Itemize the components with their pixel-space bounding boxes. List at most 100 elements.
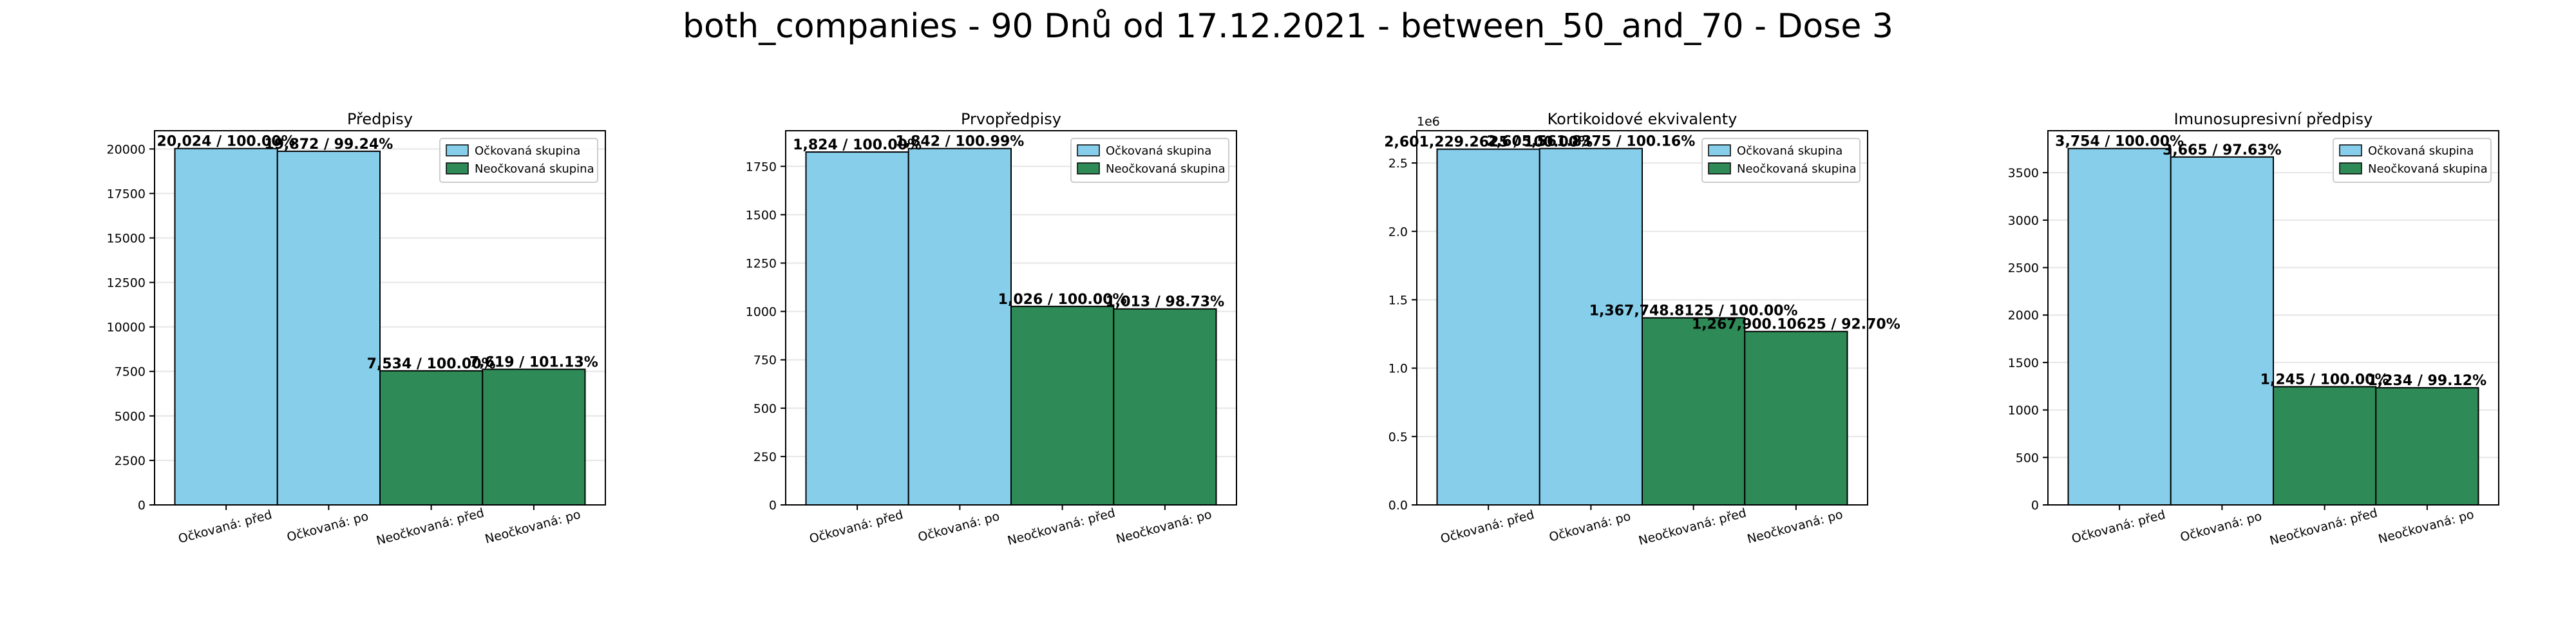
x-tick-label: Neočkovaná: po [1115,507,1213,547]
y-tick-label: 1500 [2008,356,2039,370]
bar-label: 3,665 / 97.63% [2163,142,2282,158]
legend: Očkovaná skupina Neočkovaná skupina [2333,138,2492,183]
y-tick-label: 2.0 [1388,225,1408,239]
y-tick-label: 1.5 [1388,293,1408,307]
bar-label: 1,824 / 100.00% [793,137,922,153]
legend-swatch-unvaccinated [1708,162,1731,175]
x-tick-label: Neočkovaná: před [2268,506,2379,548]
legend-label-vaccinated: Očkovaná skupina [475,144,580,158]
bar-label: 3,754 / 100.00% [2055,134,2184,150]
legend-box [2333,138,2492,183]
legend: Očkovaná skupina Neočkovaná skupina [1070,138,1229,183]
legend-box [1070,138,1229,183]
subplot-3: 2,601,229.2625 / 100.00%2,605,561.8375 /… [1384,110,1900,548]
bar [1010,305,1115,506]
y-tick-label: 12500 [107,276,146,290]
bar [2273,386,2377,506]
legend-swatch-vaccinated [1077,144,1100,156]
legend: Očkovaná skupina Neočkovaná skupina [1701,138,1861,183]
subplot-title: Prvopředpisy [961,110,1061,128]
y-tick-label: 0 [769,498,777,513]
legend-swatch-vaccinated [2339,144,2362,156]
legend-box [1701,138,1861,183]
bar-label: 7,534 / 100.00% [367,356,496,372]
x-tick-label: Neočkovaná: po [2377,507,2476,547]
y-tick-label: 3000 [2008,214,2039,228]
y-tick-label: 1.0 [1388,362,1408,376]
bar-label: 1,367,748.8125 / 100.00% [1589,303,1798,319]
bar-label: 1,234 / 99.12% [2368,373,2487,389]
y-tick-label: 1000 [2008,404,2039,418]
axes-frame [154,130,606,506]
x-tick-label: Neočkovaná: po [484,507,582,547]
legend-swatch-unvaccinated [1077,162,1100,175]
axes-frame [785,130,1237,506]
axes-frame [2047,130,2499,506]
y-tick-label: 2000 [2008,308,2039,323]
bar-label: 1,842 / 100.99% [895,134,1024,150]
y-tick-label: 0.5 [1388,430,1408,444]
x-tick-label: Očkovaná: před [808,507,904,546]
y-tick-label: 3500 [2008,166,2039,180]
y-tick-label: 10000 [107,321,146,335]
y-tick-label: 15000 [107,231,146,245]
bar [174,147,278,506]
legend: Očkovaná skupina Neočkovaná skupina [439,138,598,183]
legend-label-unvaccinated: Neočkovaná skupina [2368,162,2488,176]
x-tick-label: Neočkovaná: před [1637,506,1748,548]
y-tick-label: 2500 [2008,261,2039,276]
bar [276,150,381,506]
y-tick-label: 1500 [746,208,777,222]
x-tick-label: Očkovaná: před [2070,507,2166,546]
y-tick-label: 500 [753,402,777,416]
bar [2375,387,2479,506]
y-tick-label: 7500 [115,365,146,379]
bar-label: 1,013 / 98.73% [1106,294,1225,310]
x-tick-label: Neočkovaná: před [375,506,486,548]
legend-label-unvaccinated: Neočkovaná skupina [475,162,594,176]
y-tick-label: 1250 [746,257,777,271]
bar-label: 1,026 / 100.00% [998,292,1127,308]
legend-swatch-unvaccinated [2339,162,2362,175]
bar [2067,147,2172,506]
bar [1642,317,1746,506]
x-tick-label: Očkovaná: před [176,507,273,546]
figure-title: both_companies - 90 Dnů od 17.12.2021 - … [683,7,1893,46]
legend-swatch-vaccinated [446,144,469,156]
y-tick-label: 0 [138,498,146,513]
bar-label: 2,601,229.2625 / 100.00% [1384,135,1593,151]
y-tick-label: 250 [753,450,777,464]
legend-label-vaccinated: Očkovaná skupina [2368,144,2474,158]
y-tick-label: 500 [2016,451,2039,465]
y-tick-label: 2.5 [1388,156,1408,171]
x-tick-label: Neočkovaná: před [1006,506,1117,548]
y-tick-label: 0.0 [1388,498,1408,513]
legend-swatch-unvaccinated [446,162,469,175]
y-tick-label: 750 [753,354,777,368]
subplot-title: Kortikoidové ekvivalenty [1548,110,1738,128]
bar-label: 20,024 / 100.00% [157,134,296,150]
x-tick-label: Očkovaná: po [916,509,1001,545]
bar [482,368,586,506]
subplot-4: 3,754 / 100.00%3,665 / 97.63% 1,245 / 100… [2008,110,2499,548]
subplot-2: 1,824 / 100.00%1,842 / 100.99% 1,026 / 10… [746,110,1237,548]
bar-label: 19,872 / 99.24% [264,137,393,153]
y-tick-label: 1000 [746,305,777,319]
x-tick-label: Očkovaná: po [1548,509,1632,545]
subplot-1: 20,024 / 100.00%19,872 / 99.24% 7,534 / 1… [107,110,606,548]
y-tick-label: 17500 [107,187,146,201]
bar-label: 7,619 / 101.13% [469,354,598,370]
legend-label-unvaccinated: Neočkovaná skupina [1737,162,1857,176]
y-tick-label: 0 [2031,498,2039,513]
bar [805,151,909,506]
legend-box [439,138,598,183]
legend-label-vaccinated: Očkovaná skupina [1106,144,1211,158]
bar [1539,147,1643,506]
legend-swatch-vaccinated [1708,144,1731,156]
axes-frame [1416,130,1868,506]
legend-label-vaccinated: Očkovaná skupina [1737,144,1842,158]
bar [1113,308,1217,506]
x-tick-label: Neočkovaná: po [1746,507,1844,547]
